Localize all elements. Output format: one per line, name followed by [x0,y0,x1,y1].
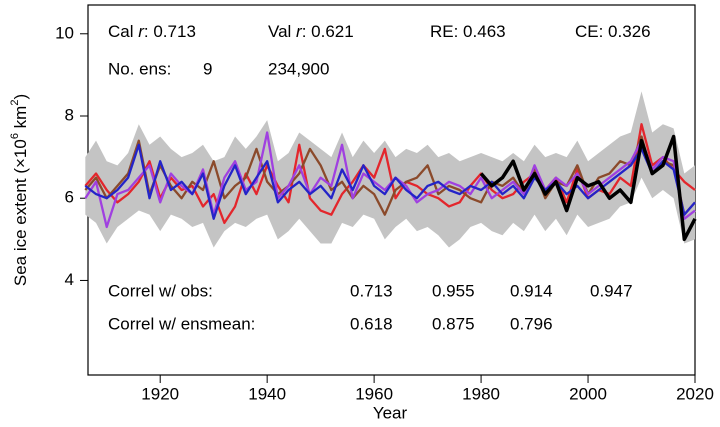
stat-part: Cal [108,22,138,41]
x-tick-label: 2000 [569,384,607,403]
stat-text: Val r: 0.621 [268,22,354,41]
correl-label: Correl w/ ensmean: [108,314,255,333]
stat-text: RE: 0.463 [430,22,506,41]
stat-text: Cal r: 0.713 [108,22,196,41]
y-axis-label-part: km [11,106,30,133]
correl-value: 0.713 [350,281,393,300]
x-tick-label: 1940 [248,384,286,403]
stat-part: RE: 0.463 [430,22,506,41]
series-line [84,143,696,220]
correl-value: 0.947 [590,281,633,300]
correl-value: 0.618 [350,314,393,333]
stat-part: Val [268,22,296,41]
x-tick-label: 1980 [462,384,500,403]
x-tick-label: 1920 [141,384,179,403]
y-tick-label: 6 [65,188,74,207]
x-axis-label: Year [373,403,408,422]
stat-part: CE: 0.326 [575,22,651,41]
stat-text: CE: 0.326 [575,22,651,41]
stat-part: : 0.621 [302,22,354,41]
stat-part: r [296,22,303,41]
y-axis-label-part: Sea ice extent (×10 [11,139,30,286]
ens-value: 9 [203,59,212,78]
stat-part: : 0.713 [144,22,196,41]
correl-label: Correl w/ obs: [108,281,213,300]
correl-value: 0.796 [510,314,553,333]
y-axis-label-part: 2 [9,100,21,106]
x-tick-label: 1960 [355,384,393,403]
ens-value: 234,900 [268,59,329,78]
correl-value: 0.914 [510,281,553,300]
ens-label: No. ens: [108,59,171,78]
y-axis-label-part: ) [11,94,30,100]
y-tick-label: 4 [65,270,74,289]
y-axis-label: Sea ice extent (×106 km2) [9,94,31,286]
correl-value: 0.875 [432,314,475,333]
stat-part: r [138,22,145,41]
correl-value: 0.955 [432,281,475,300]
x-tick-label: 2020 [676,384,714,403]
y-axis-label-part: 6 [9,133,21,139]
y-tick-label: 8 [65,105,74,124]
series-line [479,134,697,242]
y-tick-label: 10 [55,23,74,42]
